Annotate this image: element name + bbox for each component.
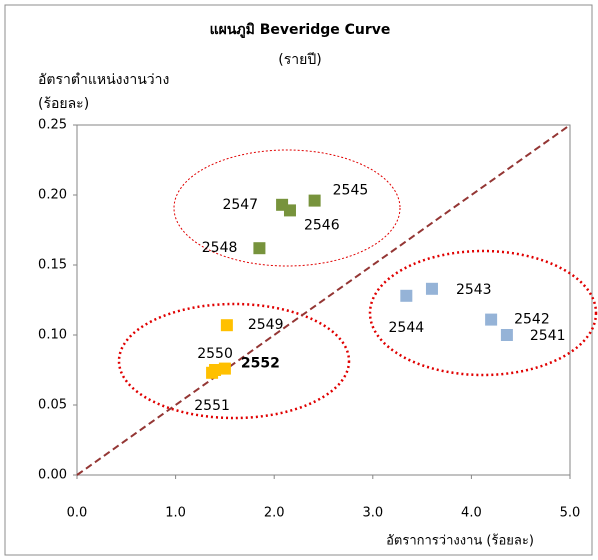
y-tick-label: 0.15 (38, 258, 67, 273)
point (220, 319, 233, 332)
x-tick-label: 3.0 (362, 506, 383, 521)
y-tick-label: 0.10 (38, 328, 67, 343)
x-axis-label: อัตราการว่างงาน (ร้อยละ) (386, 534, 534, 549)
x-tick-label: 0.0 (67, 506, 88, 521)
point-label: 2549 (248, 317, 284, 333)
x-tick-label: 5.0 (560, 506, 581, 521)
chart-subtitle: (รายปี) (278, 52, 321, 68)
point (308, 194, 321, 207)
point-label: 2544 (389, 320, 425, 336)
chart-frame (4, 4, 593, 556)
plot-area (76, 124, 571, 476)
x-tick-label: 4.0 (461, 506, 482, 521)
point-label: 2548 (202, 240, 238, 256)
point-label: 2546 (304, 217, 340, 233)
point-label: 2547 (222, 197, 258, 213)
point (500, 329, 513, 341)
y-axis-label: อัตราตำแหน่งงานว่าง (38, 72, 169, 88)
point (218, 362, 231, 375)
cluster-ellipse (368, 249, 598, 377)
point-label: 2541 (530, 328, 566, 344)
x-tick-label: 1.0 (165, 506, 186, 521)
y-tick-label: 0.25 (38, 118, 67, 133)
reference-line (76, 124, 571, 476)
y-tick-label: 0.00 (38, 468, 67, 483)
point (400, 289, 413, 302)
point-label: 2545 (333, 183, 369, 199)
point (283, 204, 296, 217)
cluster-ellipse (117, 302, 351, 420)
point-label: 2542 (514, 312, 550, 328)
y-axis-label: (ร้อยละ) (38, 96, 89, 112)
y-tick-label: 0.20 (38, 188, 67, 203)
point (206, 366, 219, 379)
point-label: 2551 (194, 398, 230, 414)
cluster-ellipse (173, 149, 401, 267)
point (425, 282, 438, 295)
point (253, 242, 266, 255)
point-label: 2543 (456, 282, 492, 298)
y-tick-label: 0.05 (38, 398, 67, 413)
point-label: 2550 (197, 346, 233, 362)
chart-title: แผนภูมิ Beveridge Curve (210, 22, 391, 38)
point-label: 2552 (241, 356, 280, 372)
x-tick-label: 2.0 (264, 506, 285, 521)
point (485, 313, 498, 326)
